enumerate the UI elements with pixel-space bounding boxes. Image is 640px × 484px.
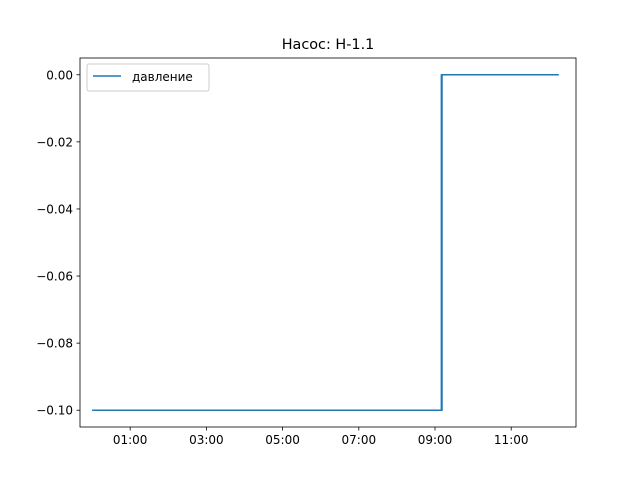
y-axis: 0.00 −0.02 −0.04 −0.06 −0.08 −0.10	[36, 68, 80, 418]
x-tick-label: 07:00	[342, 433, 377, 447]
y-tick-label: −0.04	[36, 202, 73, 216]
x-tick-label: 05:00	[265, 433, 300, 447]
series-line-0	[92, 74, 559, 411]
y-tick-label: −0.10	[36, 404, 73, 418]
plot-frame	[79, 57, 577, 428]
x-tick-label: 11:00	[494, 433, 529, 447]
y-tick-label: −0.08	[36, 337, 73, 351]
x-axis: 01:00 03:00 05:00 07:00 09:00 11:00	[113, 427, 529, 447]
legend-box	[86, 63, 210, 92]
x-tick-label: 09:00	[418, 433, 453, 447]
series-layer	[92, 74, 559, 411]
legend: давление	[86, 63, 210, 92]
x-tick-label: 03:00	[189, 433, 224, 447]
x-tick-label: 01:00	[113, 433, 148, 447]
y-tick-label: −0.02	[36, 135, 73, 149]
chart-title: Насос: Н-1.1	[282, 37, 375, 53]
legend-entry-label: давление	[132, 70, 193, 84]
y-tick-label: −0.06	[36, 270, 73, 284]
y-tick-label: 0.00	[46, 68, 73, 82]
